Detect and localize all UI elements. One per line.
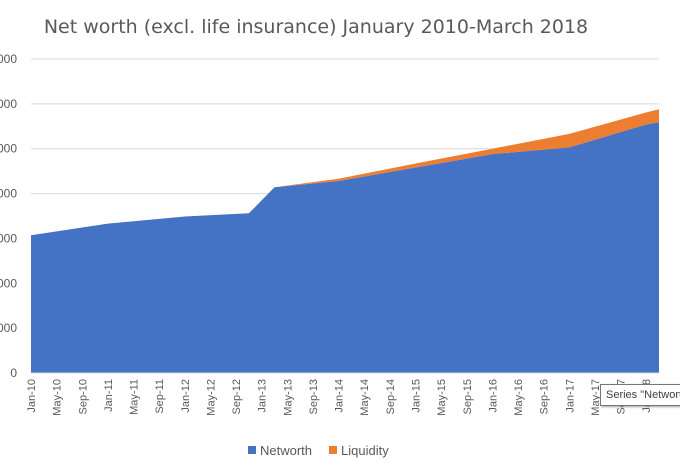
y-tick-label: 000 <box>0 231 17 245</box>
x-tick-label: May-17 <box>590 379 602 416</box>
legend-label-networth: Networth <box>260 443 312 458</box>
x-tick-label: Jan-13 <box>257 379 269 413</box>
y-tick-label: 0 <box>10 366 17 380</box>
x-tick-label: May-12 <box>205 379 217 416</box>
plot-area[interactable] <box>31 109 659 374</box>
x-tick-label: Sep-11 <box>154 379 166 414</box>
chart-title: Net worth (excl. life insurance) January… <box>44 16 588 38</box>
x-tick-label: May-13 <box>282 379 294 416</box>
legend-label-liquidity: Liquidity <box>341 443 389 458</box>
x-tick-label: May-15 <box>436 379 448 416</box>
y-tick-label: 000 <box>0 97 17 111</box>
x-tick-label: Sep-13 <box>308 379 320 414</box>
area-series-networth[interactable] <box>31 122 659 374</box>
y-tick-label: 000 <box>0 321 17 335</box>
x-tick-label: Sep-16 <box>539 379 551 414</box>
legend-swatch-networth <box>248 446 256 454</box>
x-tick-label: Jan-12 <box>180 379 192 413</box>
x-tick-label: Jan-11 <box>103 379 115 412</box>
x-tick-label: May-11 <box>129 379 141 415</box>
y-tick-label: 000 <box>0 52 17 66</box>
x-tick-label: Jan-17 <box>564 379 576 413</box>
series-tooltip: Series "Networth" <box>600 384 680 406</box>
y-tick-label: 000 <box>0 142 17 156</box>
x-tick-label: May-16 <box>513 379 525 416</box>
x-axis: Jan-10 May-10 Sep-10 Jan-11 May-11 Sep-11 Jan-… <box>26 372 659 416</box>
y-tick-label: 000 <box>0 187 17 201</box>
x-tick-label: Sep-10 <box>77 379 89 414</box>
x-tick-label: Sep-12 <box>231 379 243 414</box>
x-tick-label: Jan-15 <box>410 379 422 413</box>
x-tick-label: May-10 <box>52 379 64 416</box>
x-tick-label: Jan-10 <box>26 379 38 413</box>
y-tick-label: 000 <box>0 276 17 290</box>
x-tick-label: Sep-15 <box>462 379 474 414</box>
x-tick-label: May-14 <box>359 379 371 416</box>
legend-swatch-liquidity <box>329 446 337 454</box>
x-tick-label: Jan-16 <box>487 379 499 413</box>
legend[interactable]: Networth Liquidity <box>248 443 389 458</box>
x-tick-label: Sep-14 <box>385 379 397 414</box>
x-tick-label: Jan-14 <box>334 379 346 413</box>
